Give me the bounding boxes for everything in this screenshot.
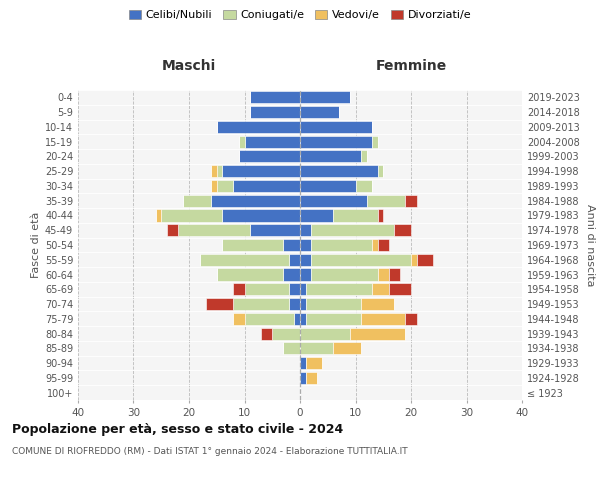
Bar — [356, 180, 372, 192]
Bar — [295, 313, 300, 325]
Bar — [300, 150, 361, 162]
Y-axis label: Anni di nascita: Anni di nascita — [585, 204, 595, 286]
Bar — [406, 194, 416, 207]
Bar — [372, 283, 389, 296]
Bar — [378, 239, 389, 251]
Bar — [283, 268, 300, 280]
Bar — [378, 268, 389, 280]
Bar — [239, 136, 245, 147]
Bar — [223, 239, 283, 251]
Bar — [223, 210, 300, 222]
Bar — [311, 224, 394, 236]
Bar — [223, 165, 300, 177]
Bar — [389, 283, 411, 296]
Bar — [300, 180, 356, 192]
Text: COMUNE DI RIOFREDDO (RM) - Dati ISTAT 1° gennaio 2024 - Elaborazione TUTTITALIA.: COMUNE DI RIOFREDDO (RM) - Dati ISTAT 1°… — [12, 448, 407, 456]
Bar — [245, 313, 295, 325]
Bar — [311, 239, 372, 251]
Bar — [283, 342, 300, 354]
Bar — [178, 224, 250, 236]
Bar — [300, 254, 311, 266]
Bar — [311, 254, 411, 266]
Bar — [283, 239, 300, 251]
Bar — [261, 328, 272, 340]
Bar — [300, 210, 334, 222]
Bar — [300, 342, 334, 354]
Bar — [361, 298, 394, 310]
Bar — [245, 136, 300, 147]
Bar — [300, 313, 305, 325]
Bar — [184, 194, 211, 207]
Bar — [300, 357, 305, 369]
Bar — [361, 313, 406, 325]
Text: Maschi: Maschi — [162, 58, 216, 72]
Bar — [211, 180, 217, 192]
Bar — [300, 106, 339, 118]
Bar — [305, 372, 317, 384]
Bar — [378, 210, 383, 222]
Bar — [211, 194, 300, 207]
Bar — [350, 328, 406, 340]
Bar — [211, 165, 217, 177]
Bar — [389, 268, 400, 280]
Bar — [305, 283, 372, 296]
Bar — [300, 372, 305, 384]
Text: Femmine: Femmine — [376, 58, 446, 72]
Bar — [233, 313, 245, 325]
Bar — [300, 283, 305, 296]
Bar — [289, 254, 300, 266]
Bar — [167, 224, 178, 236]
Bar — [300, 194, 367, 207]
Text: Popolazione per età, sesso e stato civile - 2024: Popolazione per età, sesso e stato civil… — [12, 422, 343, 436]
Bar — [239, 150, 300, 162]
Bar — [217, 165, 223, 177]
Legend: Celibi/Nubili, Coniugati/e, Vedovi/e, Divorziati/e: Celibi/Nubili, Coniugati/e, Vedovi/e, Di… — [124, 6, 476, 25]
Bar — [300, 268, 311, 280]
Bar — [156, 210, 161, 222]
Bar — [394, 224, 411, 236]
Y-axis label: Fasce di età: Fasce di età — [31, 212, 41, 278]
Bar — [250, 224, 300, 236]
Bar — [372, 136, 378, 147]
Bar — [161, 210, 223, 222]
Bar — [305, 313, 361, 325]
Bar — [300, 224, 311, 236]
Bar — [372, 239, 378, 251]
Bar — [289, 283, 300, 296]
Bar — [416, 254, 433, 266]
Bar — [367, 194, 406, 207]
Bar — [217, 121, 300, 133]
Bar — [206, 298, 233, 310]
Bar — [289, 298, 300, 310]
Bar — [361, 150, 367, 162]
Bar — [406, 313, 416, 325]
Bar — [305, 298, 361, 310]
Bar — [334, 342, 361, 354]
Bar — [300, 121, 372, 133]
Bar — [233, 298, 289, 310]
Bar — [300, 239, 311, 251]
Bar — [300, 165, 378, 177]
Bar — [300, 298, 305, 310]
Bar — [272, 328, 300, 340]
Bar — [245, 283, 289, 296]
Bar — [378, 165, 383, 177]
Bar — [305, 357, 322, 369]
Bar — [233, 283, 245, 296]
Bar — [334, 210, 378, 222]
Bar — [300, 328, 350, 340]
Bar — [250, 92, 300, 104]
Bar — [411, 254, 416, 266]
Bar — [233, 180, 300, 192]
Bar — [217, 180, 233, 192]
Bar — [300, 92, 350, 104]
Bar — [200, 254, 289, 266]
Bar — [300, 136, 372, 147]
Bar — [250, 106, 300, 118]
Bar — [217, 268, 283, 280]
Bar — [311, 268, 378, 280]
